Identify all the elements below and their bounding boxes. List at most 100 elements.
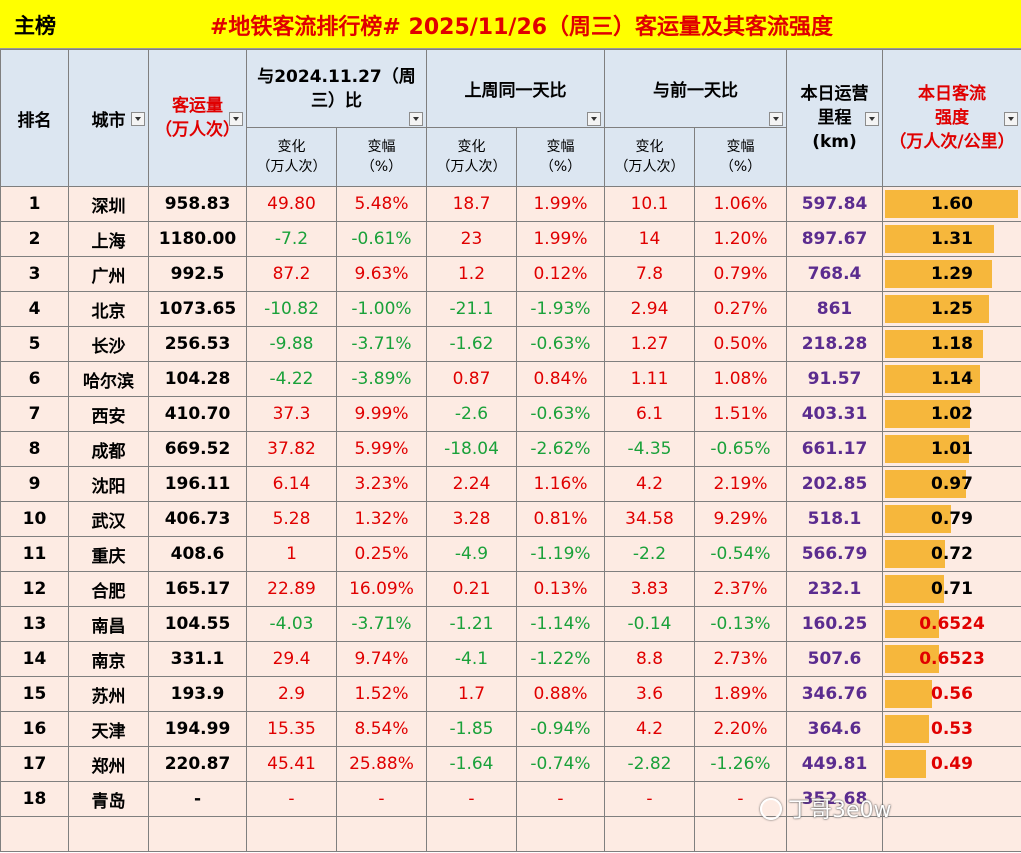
mileage-cell[interactable]: 218.28 [786, 326, 883, 362]
city-cell[interactable]: 南昌 [68, 606, 149, 642]
mileage-cell[interactable]: 768.4 [786, 256, 883, 292]
yoy-change-cell[interactable]: 87.2 [246, 256, 337, 292]
dod-pct-cell[interactable]: -0.65% [694, 431, 787, 467]
wow-pct-cell[interactable]: -0.94% [516, 711, 605, 747]
intensity-cell[interactable]: 0.97 [882, 466, 1021, 502]
wow-pct-cell[interactable]: 0.84% [516, 361, 605, 397]
empty-cell[interactable] [426, 816, 517, 852]
sheet-tab-label[interactable]: 主榜 [14, 14, 56, 38]
wow-pct-cell[interactable]: 0.81% [516, 501, 605, 537]
intensity-cell[interactable]: 0.6524 [882, 606, 1021, 642]
mileage-cell[interactable]: 232.1 [786, 571, 883, 607]
intensity-cell[interactable]: 1.31 [882, 221, 1021, 257]
mileage-cell[interactable]: 346.76 [786, 676, 883, 712]
volume-cell[interactable]: 331.1 [148, 641, 247, 677]
dod-pct-cell[interactable]: 0.50% [694, 326, 787, 362]
intensity-cell[interactable]: 0.6523 [882, 641, 1021, 677]
dod-pct-cell[interactable]: - [694, 781, 787, 817]
wow-change-cell[interactable]: -2.6 [426, 396, 517, 432]
mileage-cell[interactable]: 597.84 [786, 186, 883, 222]
volume-cell[interactable]: 220.87 [148, 746, 247, 782]
dod-change-cell[interactable]: 1.11 [604, 361, 695, 397]
dod-change-cell[interactable]: 4.2 [604, 466, 695, 502]
wow-change-cell[interactable]: - [426, 781, 517, 817]
dod-change-cell[interactable]: 14 [604, 221, 695, 257]
wow-pct-cell[interactable]: 0.13% [516, 571, 605, 607]
volume-cell[interactable]: 1073.65 [148, 291, 247, 327]
dod-change-cell[interactable]: 4.2 [604, 711, 695, 747]
dod-pct-cell[interactable]: 1.51% [694, 396, 787, 432]
yoy-change-cell[interactable]: 37.3 [246, 396, 337, 432]
yoy-pct-cell[interactable]: 5.99% [336, 431, 427, 467]
empty-cell[interactable] [246, 816, 337, 852]
yoy-pct-cell[interactable]: 9.99% [336, 396, 427, 432]
wow-change-cell[interactable]: 3.28 [426, 501, 517, 537]
city-cell[interactable]: 哈尔滨 [68, 361, 149, 397]
rank-cell[interactable]: 4 [0, 291, 69, 327]
mileage-cell[interactable]: 449.81 [786, 746, 883, 782]
dod-change-cell[interactable]: 10.1 [604, 186, 695, 222]
mileage-cell[interactable]: 352.68 [786, 781, 883, 817]
wow-pct-cell[interactable]: -1.14% [516, 606, 605, 642]
yoy-change-cell[interactable]: 2.9 [246, 676, 337, 712]
wow-change-cell[interactable]: 23 [426, 221, 517, 257]
city-cell[interactable]: 长沙 [68, 326, 149, 362]
rank-cell[interactable]: 12 [0, 571, 69, 607]
dod-change-cell[interactable]: 6.1 [604, 396, 695, 432]
rank-cell[interactable]: 1 [0, 186, 69, 222]
yoy-change-cell[interactable]: 6.14 [246, 466, 337, 502]
dod-pct-cell[interactable]: -1.26% [694, 746, 787, 782]
dod-pct-cell[interactable]: -0.13% [694, 606, 787, 642]
dod-pct-cell[interactable]: 9.29% [694, 501, 787, 537]
wow-change-cell[interactable]: 0.21 [426, 571, 517, 607]
mileage-cell[interactable]: 661.17 [786, 431, 883, 467]
yoy-pct-cell[interactable]: - [336, 781, 427, 817]
dod-pct-cell[interactable]: 0.27% [694, 291, 787, 327]
empty-cell[interactable] [786, 816, 883, 852]
wow-pct-cell[interactable]: -0.63% [516, 326, 605, 362]
mileage-cell[interactable]: 518.1 [786, 501, 883, 537]
mileage-cell[interactable]: 91.57 [786, 361, 883, 397]
volume-cell[interactable]: 196.11 [148, 466, 247, 502]
volume-cell[interactable]: 408.6 [148, 536, 247, 572]
filter-dropdown-icon[interactable] [587, 112, 601, 126]
yoy-change-cell[interactable]: 45.41 [246, 746, 337, 782]
mileage-cell[interactable]: 566.79 [786, 536, 883, 572]
yoy-pct-cell[interactable]: 9.63% [336, 256, 427, 292]
dod-change-cell[interactable]: -4.35 [604, 431, 695, 467]
yoy-change-cell[interactable]: 29.4 [246, 641, 337, 677]
volume-cell[interactable]: 165.17 [148, 571, 247, 607]
dod-change-cell[interactable]: 1.27 [604, 326, 695, 362]
filter-dropdown-icon[interactable] [409, 112, 423, 126]
yoy-change-cell[interactable]: 5.28 [246, 501, 337, 537]
wow-change-cell[interactable]: -1.64 [426, 746, 517, 782]
wow-change-cell[interactable]: -1.85 [426, 711, 517, 747]
wow-pct-cell[interactable]: -1.22% [516, 641, 605, 677]
yoy-pct-cell[interactable]: 5.48% [336, 186, 427, 222]
dod-pct-cell[interactable]: -0.54% [694, 536, 787, 572]
empty-cell[interactable] [694, 816, 787, 852]
intensity-cell[interactable]: 1.18 [882, 326, 1021, 362]
intensity-cell[interactable]: 1.60 [882, 186, 1021, 222]
volume-cell[interactable]: - [148, 781, 247, 817]
volume-cell[interactable]: 406.73 [148, 501, 247, 537]
empty-cell[interactable] [68, 816, 149, 852]
wow-change-cell[interactable]: -4.9 [426, 536, 517, 572]
wow-change-cell[interactable]: 2.24 [426, 466, 517, 502]
yoy-pct-cell[interactable]: 8.54% [336, 711, 427, 747]
wow-change-cell[interactable]: 1.7 [426, 676, 517, 712]
dod-change-cell[interactable]: 3.6 [604, 676, 695, 712]
dod-change-cell[interactable]: -2.2 [604, 536, 695, 572]
wow-change-cell[interactable]: -1.62 [426, 326, 517, 362]
city-cell[interactable]: 南京 [68, 641, 149, 677]
mileage-cell[interactable]: 160.25 [786, 606, 883, 642]
filter-dropdown-icon[interactable] [229, 112, 243, 126]
intensity-cell[interactable]: 1.29 [882, 256, 1021, 292]
rank-cell[interactable]: 10 [0, 501, 69, 537]
intensity-cell[interactable]: 1.02 [882, 396, 1021, 432]
intensity-cell[interactable]: 0.71 [882, 571, 1021, 607]
dod-pct-cell[interactable]: 0.79% [694, 256, 787, 292]
empty-cell[interactable] [0, 816, 69, 852]
rank-cell[interactable]: 3 [0, 256, 69, 292]
wow-pct-cell[interactable]: - [516, 781, 605, 817]
